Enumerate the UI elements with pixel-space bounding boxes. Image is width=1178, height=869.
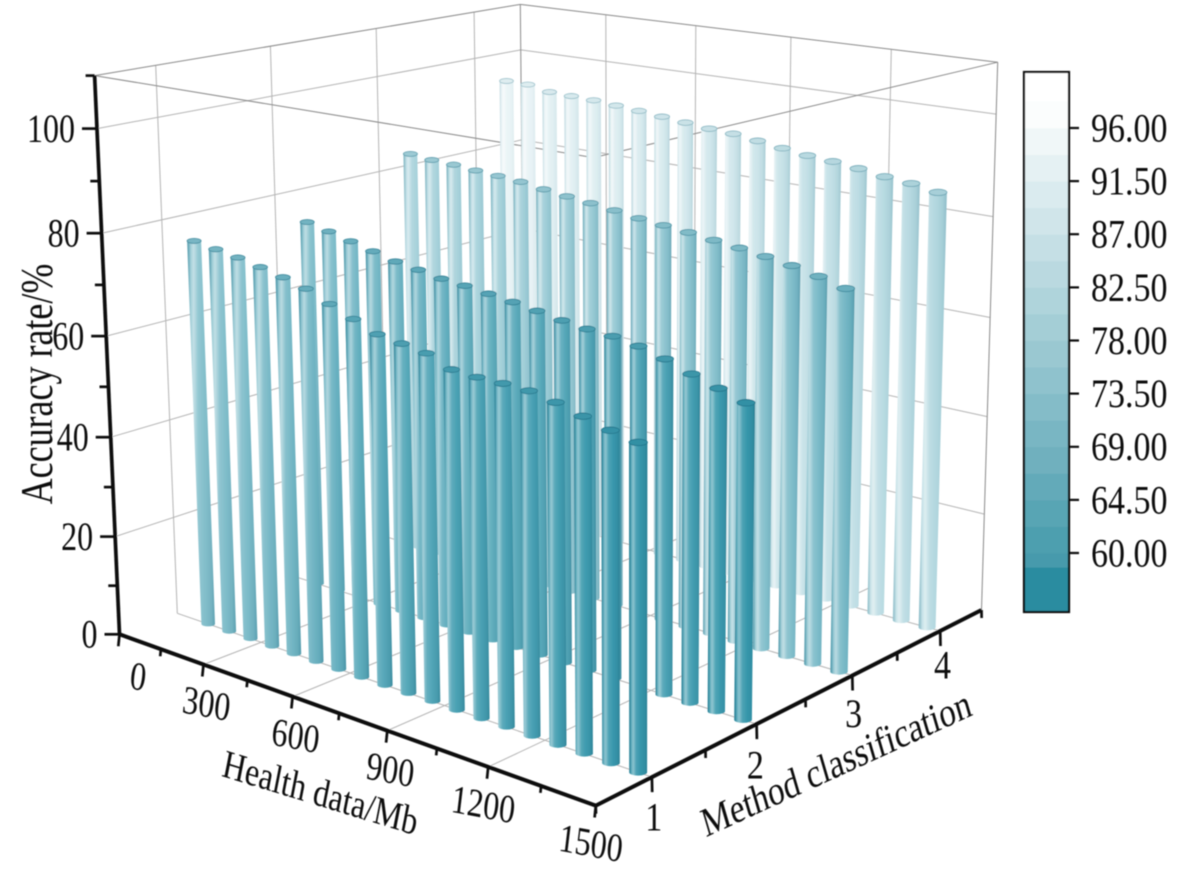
svg-text:1: 1 <box>645 796 662 840</box>
svg-text:80: 80 <box>48 211 80 255</box>
svg-text:100: 100 <box>27 107 75 151</box>
svg-text:64.50: 64.50 <box>1091 479 1167 523</box>
svg-text:4: 4 <box>934 644 951 688</box>
svg-text:82.50: 82.50 <box>1091 266 1167 310</box>
svg-text:91.50: 91.50 <box>1091 160 1167 204</box>
svg-text:Accuracy rate/%: Accuracy rate/% <box>12 264 62 505</box>
svg-text:96.00: 96.00 <box>1091 107 1167 151</box>
svg-text:60.00: 60.00 <box>1091 532 1167 576</box>
svg-text:87.00: 87.00 <box>1091 213 1167 257</box>
svg-text:20: 20 <box>61 515 93 559</box>
svg-text:600: 600 <box>269 709 322 762</box>
svg-text:78.00: 78.00 <box>1091 319 1167 363</box>
svg-text:0: 0 <box>82 612 98 656</box>
svg-text:73.50: 73.50 <box>1091 373 1167 417</box>
svg-text:69.00: 69.00 <box>1091 426 1167 470</box>
svg-text:300: 300 <box>180 677 233 730</box>
